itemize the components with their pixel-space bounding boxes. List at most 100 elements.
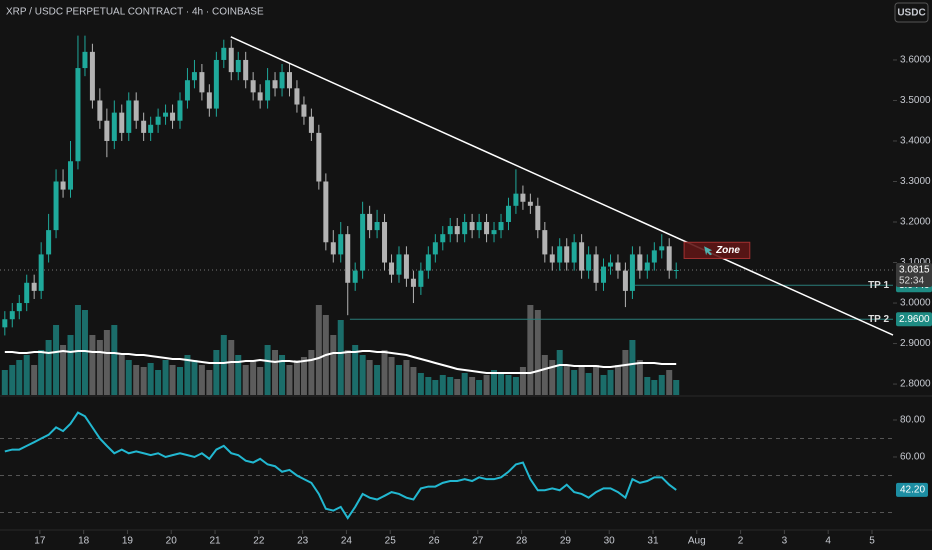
candle-body <box>469 222 475 231</box>
x-tick-label: 4 <box>825 536 831 547</box>
volume-bar <box>512 377 519 395</box>
volume-bar <box>585 373 592 395</box>
volume-bar <box>359 355 366 395</box>
volume-bar <box>96 340 103 395</box>
volume-bar <box>81 310 88 395</box>
volume-bar <box>293 360 300 395</box>
volume-ma-line <box>4 349 677 374</box>
candle-body <box>484 222 490 235</box>
target-name: TP 1 <box>868 280 889 291</box>
volume-bar <box>505 375 512 395</box>
x-tick-label: 23 <box>297 536 309 547</box>
candle-body <box>432 242 438 255</box>
y-tick-label: 3.0000 <box>900 298 931 309</box>
volume-bar <box>388 357 395 395</box>
candle-body <box>367 213 373 231</box>
candle-body <box>206 92 212 109</box>
volume-bar <box>425 377 432 395</box>
x-tick-label: 22 <box>253 536 265 547</box>
volume-bar <box>534 310 541 395</box>
candle-body <box>505 205 511 223</box>
volume-bar <box>374 365 381 395</box>
candle-body <box>68 161 74 190</box>
last-price-label: 3.0815 <box>899 265 930 276</box>
volume-bar <box>344 350 351 395</box>
candle-body <box>389 262 395 275</box>
candle-body <box>250 80 256 93</box>
candle-body <box>644 262 650 271</box>
candle-body <box>330 242 336 255</box>
zone-box <box>683 241 751 259</box>
candle-body <box>316 132 322 182</box>
candle-body <box>338 234 344 255</box>
volume-bar <box>666 370 673 395</box>
last-price-box <box>896 263 932 288</box>
volume-bar <box>651 380 658 395</box>
volume-bar <box>206 370 213 395</box>
candle-body <box>520 193 526 202</box>
candle-body <box>629 254 635 291</box>
volume-bar <box>563 365 570 395</box>
volume-bar <box>264 345 271 395</box>
volume-bar <box>53 325 60 395</box>
candle-body <box>462 222 468 235</box>
y-tick-label: 3.1000 <box>900 257 931 268</box>
volume-bar <box>31 365 38 395</box>
candle-body <box>549 254 555 263</box>
volume-bar <box>636 360 643 395</box>
volume-bar <box>191 360 198 395</box>
volume-bar <box>16 360 23 395</box>
volume-bar <box>403 360 410 395</box>
volume-bar <box>23 355 30 395</box>
volume-bar <box>622 350 629 395</box>
candle-body <box>191 72 197 81</box>
volume-bar <box>103 330 110 395</box>
x-tick-label: 27 <box>472 536 484 547</box>
candle-body <box>637 254 643 271</box>
candle-body <box>89 51 95 101</box>
volume-bar <box>629 340 636 395</box>
currency-button[interactable] <box>894 2 929 23</box>
volume-bar <box>279 355 286 395</box>
volume-bar <box>38 350 45 395</box>
volume-bar <box>9 365 16 395</box>
volume-bar <box>549 360 556 395</box>
y-tick-label: 2.9000 <box>900 338 931 349</box>
volume-bar <box>228 340 235 395</box>
volume-bar <box>330 335 337 395</box>
symbol-title: XRP / USDC PERPETUAL CONTRACT · 4h · COI… <box>6 7 264 18</box>
candle-body <box>235 59 241 73</box>
x-tick-label: 24 <box>341 536 353 547</box>
candle-body <box>440 234 446 243</box>
volume-bar <box>461 373 468 395</box>
volume-bar <box>60 345 67 395</box>
candle-body <box>221 47 227 60</box>
countdown: 52:34 <box>899 276 924 287</box>
y-tick-label: 3.4000 <box>900 136 931 147</box>
currency-label[interactable]: USDC <box>897 8 925 19</box>
y-tick-label: 3.3000 <box>900 176 931 187</box>
candle-body <box>564 246 570 263</box>
volume-bar <box>352 345 359 395</box>
candle-body <box>257 92 263 101</box>
candle-body <box>535 205 541 231</box>
candle-body <box>666 246 672 271</box>
x-tick-label: 18 <box>78 536 90 547</box>
candle-body <box>24 282 30 304</box>
candle-body <box>601 266 607 283</box>
volume-bar <box>410 367 417 395</box>
volume-bar <box>614 365 621 395</box>
x-tick-label: 20 <box>166 536 178 547</box>
rsi-value-box <box>896 482 928 497</box>
candle-body <box>60 181 66 190</box>
volume-bar <box>45 340 52 395</box>
candle-body <box>308 116 314 133</box>
candle-body <box>53 181 59 231</box>
rsi-value-label: 42.20 <box>900 485 925 496</box>
volume-bar <box>556 350 563 395</box>
volume-bar <box>198 365 205 395</box>
y-tick-label: 60.00 <box>900 452 925 463</box>
candle-body <box>177 100 183 121</box>
candle-body <box>418 270 424 287</box>
x-tick-label: 28 <box>516 536 528 547</box>
